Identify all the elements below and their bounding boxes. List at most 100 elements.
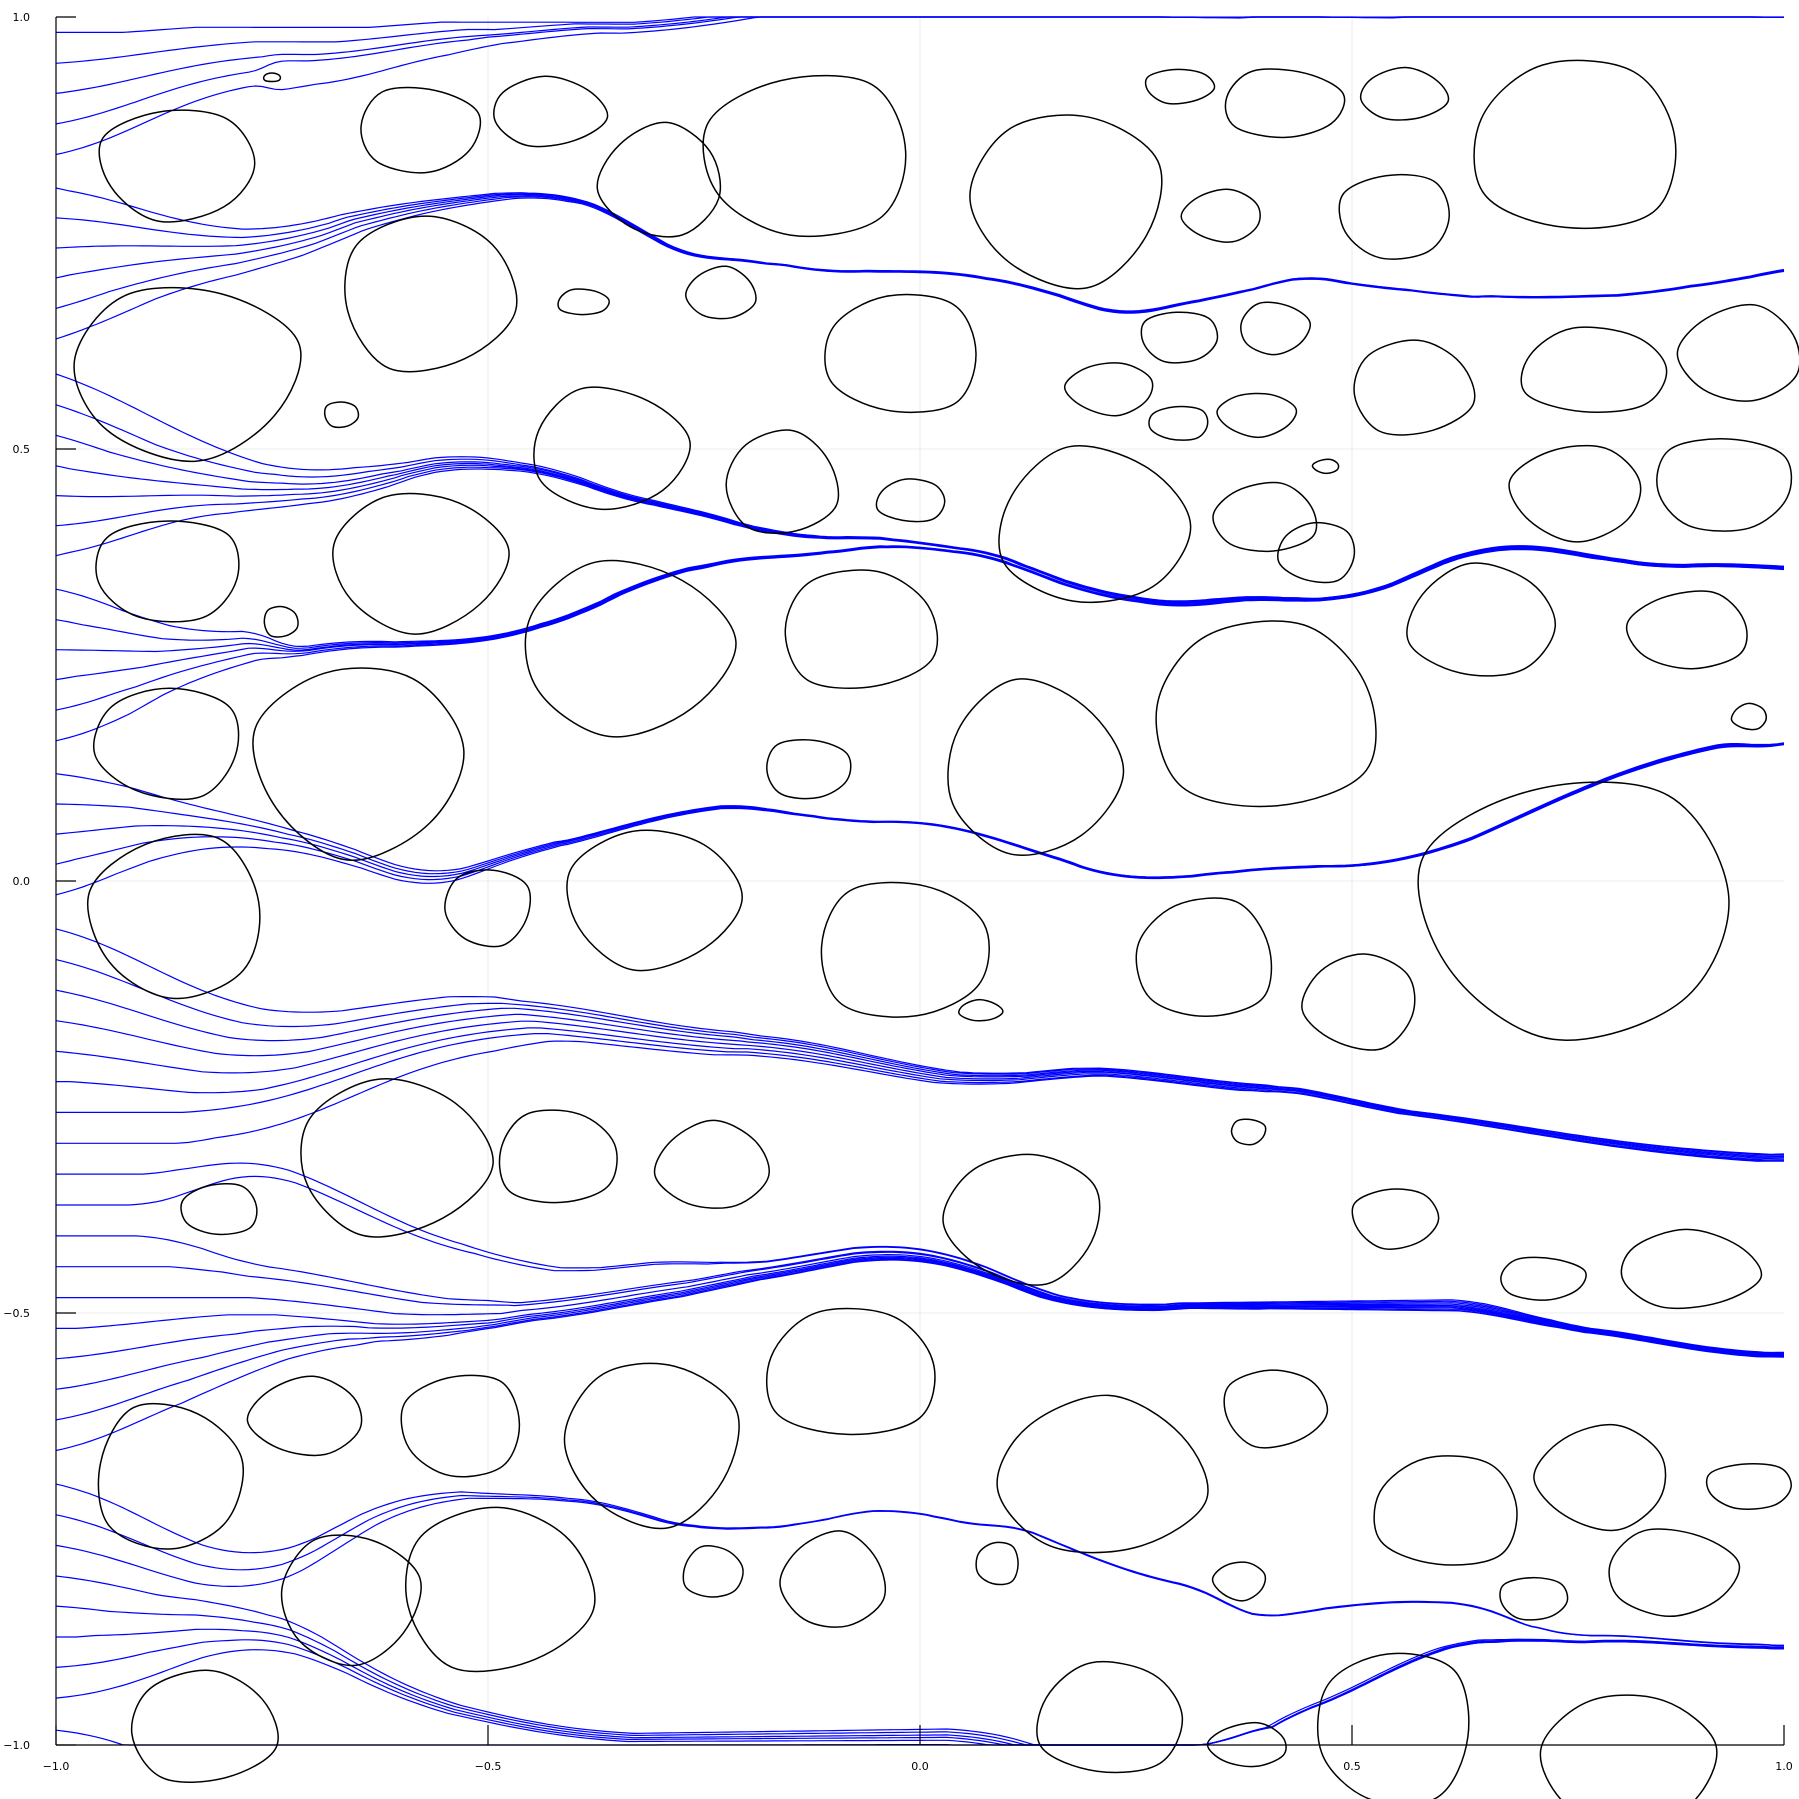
obstacle-outline [533, 386, 691, 511]
streamline [56, 16, 1784, 33]
obstacle-outline [1417, 781, 1730, 1041]
obstacle-outline [1063, 362, 1154, 417]
obstacle-outline [1499, 1576, 1569, 1621]
obstacle-outline [405, 1506, 596, 1673]
obstacle-outline [969, 114, 1163, 290]
obstacle-outline [498, 1109, 618, 1204]
obstacle-outline [524, 559, 737, 738]
obstacle-outline [975, 1541, 1019, 1586]
obstacle-outline [1216, 392, 1298, 439]
obstacle-outline [444, 869, 532, 948]
y-tick-label: −1.0 [3, 1739, 30, 1752]
streamline [55, 1483, 1785, 1647]
obstacle-outline [95, 520, 240, 623]
obstacle-outline [1620, 1228, 1763, 1310]
obstacle-outline [1533, 1423, 1667, 1532]
obstacle-outline [360, 86, 482, 174]
obstacle-outline [1508, 444, 1642, 543]
obstacle-outline [1148, 405, 1209, 441]
obstacle-outline [1036, 1660, 1184, 1774]
obstacle-outline [596, 121, 722, 238]
obstacle-outline [725, 429, 840, 534]
obstacle-outline [323, 401, 360, 429]
obstacle-outline [1608, 1528, 1741, 1618]
streamline [56, 1255, 1784, 1356]
obstacle-outline [246, 1375, 363, 1457]
obstacle-outline [766, 739, 852, 800]
streamline [55, 1020, 1785, 1159]
obstacle-outline [180, 1183, 258, 1236]
obstacle-outline [263, 605, 299, 638]
obstacle-outline [653, 1119, 770, 1209]
obstacle-outline [400, 1374, 521, 1478]
obstacle-outline [1206, 1721, 1287, 1768]
obstacle-outline [996, 1394, 1209, 1554]
obstacle-outline [685, 265, 757, 320]
obstacle-outline [1520, 326, 1668, 413]
streamline [55, 928, 1785, 1155]
obstacle-outline [97, 1402, 244, 1550]
obstacle-outline [1359, 66, 1450, 121]
obstacle-outline [702, 74, 907, 238]
obstacle-outline [1351, 1188, 1440, 1250]
streamlines-group [55, 16, 1785, 1746]
streamline [55, 742, 1785, 878]
obstacle-outline [820, 881, 990, 1018]
obstacle-outline [1338, 173, 1450, 260]
obstacle-outline [1473, 59, 1677, 230]
obstacle-outline [1311, 458, 1340, 475]
obstacle-outline [784, 569, 939, 689]
obstacle-outline [1211, 1561, 1267, 1602]
obstacle-outline [1230, 1118, 1267, 1146]
streamline [55, 989, 1785, 1158]
obstacle-outline [824, 293, 977, 414]
y-tick-label: −0.5 [3, 1307, 30, 1320]
streamline [56, 1251, 1784, 1355]
obstacle-outline [1730, 702, 1768, 731]
grid-lines [56, 17, 1784, 1745]
obstacle-outline [493, 75, 609, 148]
streamline [56, 1175, 1784, 1354]
obstacle-outline [779, 1530, 887, 1628]
obstacle-outline [1406, 562, 1556, 677]
obstacle-outline [998, 445, 1192, 604]
ticks: −1.0 −0.5 0.0 0.5 1.0 −1.0 −0.5 0.0 0.5 1.0 [3, 11, 1792, 1773]
obstacle-outline [252, 667, 465, 861]
obstacle-outline [1277, 521, 1356, 584]
obstacle-outline [1144, 68, 1216, 105]
obstacle-outline [1240, 301, 1312, 356]
obstacle-outline [73, 286, 302, 463]
obstacle-outline [1180, 188, 1261, 243]
obstacle-outline [942, 1153, 1101, 1286]
y-tick-label: 0.0 [13, 875, 31, 888]
obstacle-outline [87, 833, 261, 1000]
streamline [56, 1253, 1785, 1356]
streamline [55, 1256, 1784, 1360]
y-tick-label: 1.0 [13, 11, 31, 24]
obstacle-outline [947, 678, 1125, 856]
obstacle-outline [1676, 303, 1799, 402]
streamline [56, 1235, 1785, 1355]
obstacle-outline [332, 492, 510, 635]
y-tick-label: 0.5 [13, 443, 31, 456]
streamline [56, 1027, 1784, 1161]
obstacle-outline [766, 1307, 936, 1436]
obstacle-outline [1656, 438, 1793, 532]
x-tick-label: −1.0 [43, 1760, 70, 1773]
obstacle-outline [280, 1534, 422, 1667]
obstacle-outline [300, 1078, 494, 1238]
obstacle-outline [557, 288, 610, 316]
obstacle-outline [1135, 897, 1273, 1018]
obstacle-outline [1705, 1463, 1792, 1510]
streamline [55, 373, 1785, 602]
x-tick-label: 1.0 [1775, 1760, 1793, 1773]
obstacle-outline [344, 215, 518, 373]
obstacle-outline [1301, 953, 1416, 1051]
streamline [55, 187, 1785, 312]
obstacle-outline [563, 1362, 740, 1530]
x-tick-label: −0.5 [475, 1760, 502, 1773]
obstacle-outline [682, 1545, 744, 1598]
obstacle-outline [1500, 1256, 1587, 1301]
streamline [55, 1013, 1785, 1158]
obstacle-outline [875, 478, 946, 523]
